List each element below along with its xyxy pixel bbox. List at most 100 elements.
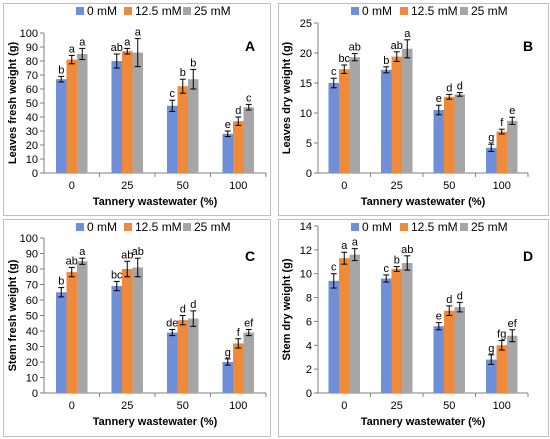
legend-swatch — [351, 7, 359, 15]
legend-swatch — [124, 223, 132, 231]
legend-label: 0 mM — [362, 4, 392, 18]
bar — [56, 292, 67, 393]
legend-swatch — [351, 223, 359, 231]
y-axis-label: Leaves dry weight (g) — [281, 41, 293, 154]
significance-letter: g — [225, 347, 231, 359]
bar — [402, 48, 413, 173]
y-tick-label: 70 — [26, 280, 38, 292]
bar — [433, 326, 444, 393]
legend-swatch — [124, 7, 132, 15]
bar — [111, 61, 122, 173]
significance-letter: a — [69, 43, 76, 55]
y-tick-label: 100 — [20, 28, 38, 40]
significance-letter: b — [58, 64, 64, 76]
significance-letter: bc — [111, 269, 123, 281]
significance-letter: e — [436, 93, 442, 105]
bar — [349, 57, 360, 174]
bar — [381, 278, 392, 393]
y-tick-label: 80 — [26, 56, 38, 68]
significance-letter: ab — [391, 40, 403, 52]
x-tick-label: 100 — [493, 400, 511, 412]
significance-letter: ab — [111, 42, 123, 54]
legend-swatch — [183, 223, 191, 231]
x-axis-label: Tannery wastewater (%) — [361, 416, 486, 428]
y-tick-label: 60 — [26, 84, 38, 96]
significance-letter: c — [384, 263, 390, 275]
y-tick-label: 14 — [300, 221, 312, 233]
y-tick-label: 30 — [26, 126, 38, 138]
x-tick-label: 0 — [69, 400, 75, 412]
y-tick-label: 20 — [26, 357, 38, 369]
x-axis-label: Tannery wastewater (%) — [93, 416, 218, 428]
x-tick-label: 50 — [443, 400, 455, 412]
y-tick-label: 0 — [32, 388, 38, 400]
legend-label: 0 mM — [362, 220, 392, 234]
bar — [444, 310, 455, 393]
legend-label: 12.5 mM — [411, 220, 458, 234]
y-axis-label: Leaves fresh weight (g) — [7, 42, 19, 165]
x-tick-label: 0 — [341, 180, 347, 192]
x-tick-label: 100 — [493, 180, 511, 192]
significance-letter: e — [509, 105, 515, 117]
y-axis-label: Stem fresh weight (g) — [7, 259, 19, 371]
bar — [167, 105, 178, 173]
significance-letter: d — [457, 290, 463, 302]
y-tick-label: 20 — [300, 48, 312, 60]
x-tick-label: 0 — [69, 180, 75, 192]
legend-swatch — [460, 7, 468, 15]
x-tick-label: 100 — [229, 400, 247, 412]
bar — [122, 269, 133, 393]
bar — [167, 332, 178, 393]
y-tick-label: 90 — [26, 42, 38, 54]
y-tick-label: 100 — [20, 233, 38, 245]
significance-letter: e — [225, 119, 231, 131]
significance-letter: c — [246, 92, 252, 104]
significance-letter: a — [341, 240, 348, 252]
bar — [496, 345, 507, 393]
bar — [177, 86, 188, 173]
bar — [132, 52, 143, 173]
significance-letter: fg — [497, 329, 506, 341]
x-axis-label: Tannery wastewater (%) — [361, 196, 486, 208]
significance-letter: b — [180, 67, 186, 79]
x-tick-label: 25 — [121, 180, 133, 192]
y-tick-label: 12 — [300, 245, 312, 257]
bar — [328, 83, 339, 173]
significance-letter: a — [352, 237, 359, 249]
y-tick-label: 10 — [26, 154, 38, 166]
significance-letter: b — [383, 55, 389, 67]
y-tick-label: 5 — [306, 138, 312, 150]
significance-letter: e — [436, 311, 442, 323]
bar — [454, 307, 465, 393]
significance-letter: ab — [121, 249, 133, 261]
legend-label: 12.5 mM — [411, 4, 458, 18]
y-tick-label: 40 — [26, 326, 38, 338]
y-tick-label: 50 — [26, 311, 38, 323]
significance-letter: d — [190, 299, 196, 311]
legend-label: 25 mM — [471, 4, 508, 18]
significance-letter: c — [331, 66, 337, 78]
bar — [381, 69, 392, 173]
bar — [402, 262, 413, 393]
significance-letter: b — [394, 255, 400, 267]
bar — [222, 362, 233, 393]
significance-letter: a — [79, 246, 86, 258]
significance-letter: g — [488, 132, 494, 144]
y-tick-label: 10 — [300, 269, 312, 281]
y-tick-label: 10 — [26, 373, 38, 385]
y-tick-label: 0 — [306, 388, 312, 400]
significance-letter: a — [124, 36, 131, 48]
significance-letter: a — [79, 36, 86, 48]
bar — [233, 121, 244, 173]
y-tick-label: 6 — [306, 316, 312, 328]
bar — [454, 94, 465, 173]
y-tick-label: 0 — [32, 168, 38, 180]
x-tick-label: 50 — [177, 180, 189, 192]
bar — [391, 268, 402, 393]
bar — [496, 131, 507, 173]
legend-swatch — [400, 7, 408, 15]
legend-swatch — [183, 7, 191, 15]
bar — [111, 286, 122, 393]
